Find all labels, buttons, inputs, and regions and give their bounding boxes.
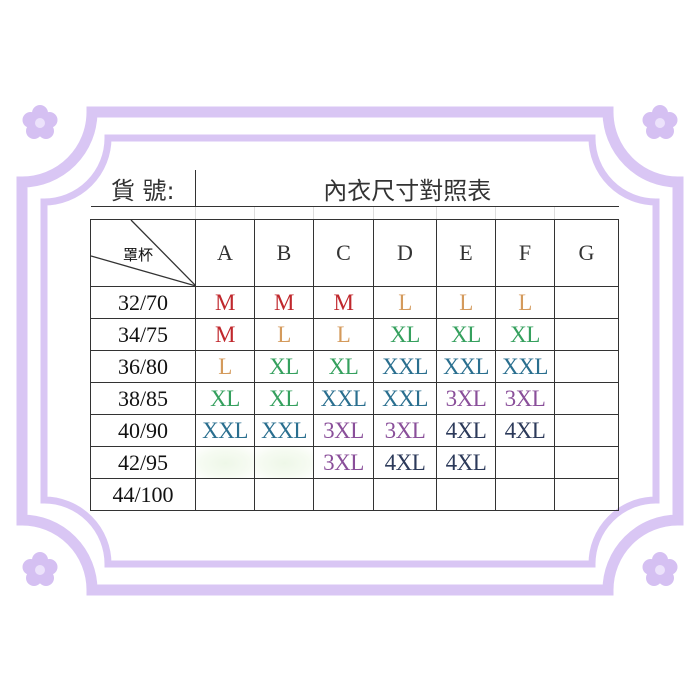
- size-cell: XXL: [373, 382, 437, 415]
- size-cell: XXL: [313, 382, 374, 415]
- size-cell: [554, 350, 619, 383]
- band-size-label: 36/80: [90, 350, 196, 383]
- flower-icons: [22, 105, 678, 586]
- table-row: 42/95 3XL 4XL 4XL: [90, 446, 619, 479]
- band-size-label: 32/70: [90, 286, 196, 319]
- size-cell: [554, 478, 619, 511]
- size-cell: [313, 478, 374, 511]
- table-row: 34/75 M L L XL XL XL: [90, 318, 619, 351]
- outer-frame: [16, 106, 684, 596]
- size-cell: L: [313, 318, 374, 351]
- size-cell: XL: [436, 318, 496, 351]
- size-cell: [373, 478, 437, 511]
- size-cell: L: [436, 286, 496, 319]
- band-size-label: 34/75: [90, 318, 196, 351]
- cup-header-b: B: [254, 219, 314, 287]
- flower-icon: [22, 105, 58, 139]
- size-cell: XXL: [436, 350, 496, 383]
- corner-header: 罩杯: [90, 219, 196, 287]
- cup-header-e: E: [436, 219, 496, 287]
- size-cell: 3XL: [373, 414, 437, 447]
- size-cell: L: [373, 286, 437, 319]
- size-cell: 4XL: [436, 414, 496, 447]
- band-size-label: 40/90: [90, 414, 196, 447]
- size-cell: XL: [254, 350, 314, 383]
- size-cell: [554, 318, 619, 351]
- size-cell: 4XL: [373, 446, 437, 479]
- cup-header-f: F: [495, 219, 555, 287]
- band-size-label: 42/95: [90, 446, 196, 479]
- table-row: 36/80 L XL XL XXL XXL XXL: [90, 350, 619, 383]
- table-row: 38/85 XL XL XXL XXL 3XL 3XL: [90, 382, 619, 415]
- size-cell: [195, 446, 255, 479]
- size-cell: XL: [195, 382, 255, 415]
- size-cell: M: [195, 318, 255, 351]
- size-cell: M: [313, 286, 374, 319]
- size-cell: L: [495, 286, 555, 319]
- flower-icon: [22, 552, 58, 586]
- table-row: 32/70 M M M L L L: [90, 286, 619, 319]
- size-cell: [554, 382, 619, 415]
- size-cell: [254, 446, 314, 479]
- flower-icon: [642, 105, 678, 139]
- size-cell: 3XL: [313, 414, 374, 447]
- size-cell: 3XL: [495, 382, 555, 415]
- size-cell: 3XL: [313, 446, 374, 479]
- size-cell: XXL: [373, 350, 437, 383]
- size-cell: [436, 478, 496, 511]
- table-row: 44/100: [90, 478, 619, 511]
- size-cell: 3XL: [436, 382, 496, 415]
- chart-title: 內衣尺寸對照表: [195, 170, 619, 207]
- size-cell: [554, 446, 619, 479]
- size-cell: XXL: [254, 414, 314, 447]
- size-cell: M: [254, 286, 314, 319]
- size-cell: XL: [495, 318, 555, 351]
- cup-header-g: G: [554, 219, 619, 287]
- size-cell: 4XL: [495, 414, 555, 447]
- cup-header-a: A: [195, 219, 255, 287]
- band-size-label: 38/85: [90, 382, 196, 415]
- size-cell: [554, 414, 619, 447]
- size-cell: XXL: [195, 414, 255, 447]
- size-cell: L: [254, 318, 314, 351]
- size-cell: M: [195, 286, 255, 319]
- size-cell: XXL: [495, 350, 555, 383]
- item-number-label: 貨 號:: [90, 170, 196, 207]
- size-cell: XL: [373, 318, 437, 351]
- size-cell: XL: [254, 382, 314, 415]
- cup-label: 罩杯: [123, 246, 154, 264]
- table-row: 40/90 XXL XXL 3XL 3XL 4XL 4XL: [90, 414, 619, 447]
- size-cell: L: [195, 350, 255, 383]
- inner-frame: [40, 134, 660, 568]
- size-cell: XL: [313, 350, 374, 383]
- size-cell: [254, 478, 314, 511]
- flower-icon: [642, 552, 678, 586]
- size-cell: [554, 286, 619, 319]
- band-size-label: 44/100: [90, 478, 196, 511]
- cup-header-d: D: [373, 219, 437, 287]
- size-cell: [495, 478, 555, 511]
- size-cell: [195, 478, 255, 511]
- size-cell: [495, 446, 555, 479]
- cup-header-c: C: [313, 219, 374, 287]
- size-cell: 4XL: [436, 446, 496, 479]
